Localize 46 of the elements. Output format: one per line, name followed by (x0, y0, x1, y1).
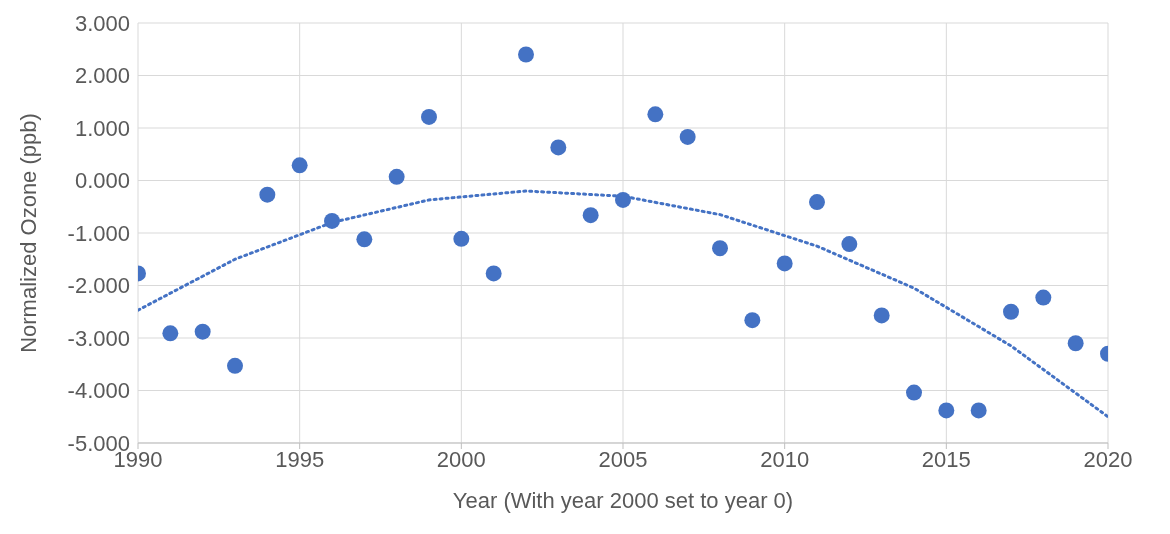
point (162, 325, 179, 342)
point (421, 109, 437, 125)
point (388, 168, 405, 185)
point (744, 312, 761, 329)
y-tick-label: -2.000 (67, 273, 130, 299)
y-tick-label: 1.000 (74, 115, 130, 141)
point (227, 357, 243, 374)
x-tick-label: 2000 (436, 446, 486, 472)
point (1067, 335, 1084, 352)
point (453, 230, 470, 247)
point (841, 236, 858, 252)
x-tick-label: 1995 (275, 446, 325, 472)
point (582, 207, 599, 224)
x-tick-label: 2010 (760, 446, 810, 472)
y-tick-label: -3.000 (67, 325, 130, 351)
x-axis-title: Year (With year 2000 set to year 0) (452, 488, 794, 513)
y-tick-label: 2.000 (74, 63, 130, 89)
point (906, 384, 922, 401)
line-series (138, 189, 1108, 419)
point (970, 402, 987, 419)
point (550, 139, 567, 156)
point (485, 265, 502, 282)
x-tick-label: 2005 (598, 446, 648, 472)
point (194, 323, 211, 340)
x-tick-label: 2015 (921, 446, 971, 472)
point (679, 128, 696, 145)
x-tick-label: 2020 (1083, 446, 1133, 472)
y-axis-title: Normalized Ozone (ppb) (15, 113, 41, 353)
point (1035, 289, 1052, 306)
point (356, 231, 373, 248)
y-tick-label: 0.000 (74, 168, 130, 194)
point (291, 157, 308, 174)
point (324, 212, 340, 229)
point (615, 191, 631, 208)
point (873, 307, 890, 324)
point (647, 106, 664, 123)
point (259, 186, 276, 203)
point (938, 402, 955, 419)
y-tick-label: -1.000 (67, 220, 130, 246)
y-tick-label: -4.000 (67, 378, 130, 404)
point (809, 194, 825, 210)
y-tick-label: 3.000 (74, 10, 130, 36)
point (776, 255, 793, 272)
point (712, 240, 728, 257)
point (1003, 303, 1019, 320)
point (518, 46, 534, 63)
